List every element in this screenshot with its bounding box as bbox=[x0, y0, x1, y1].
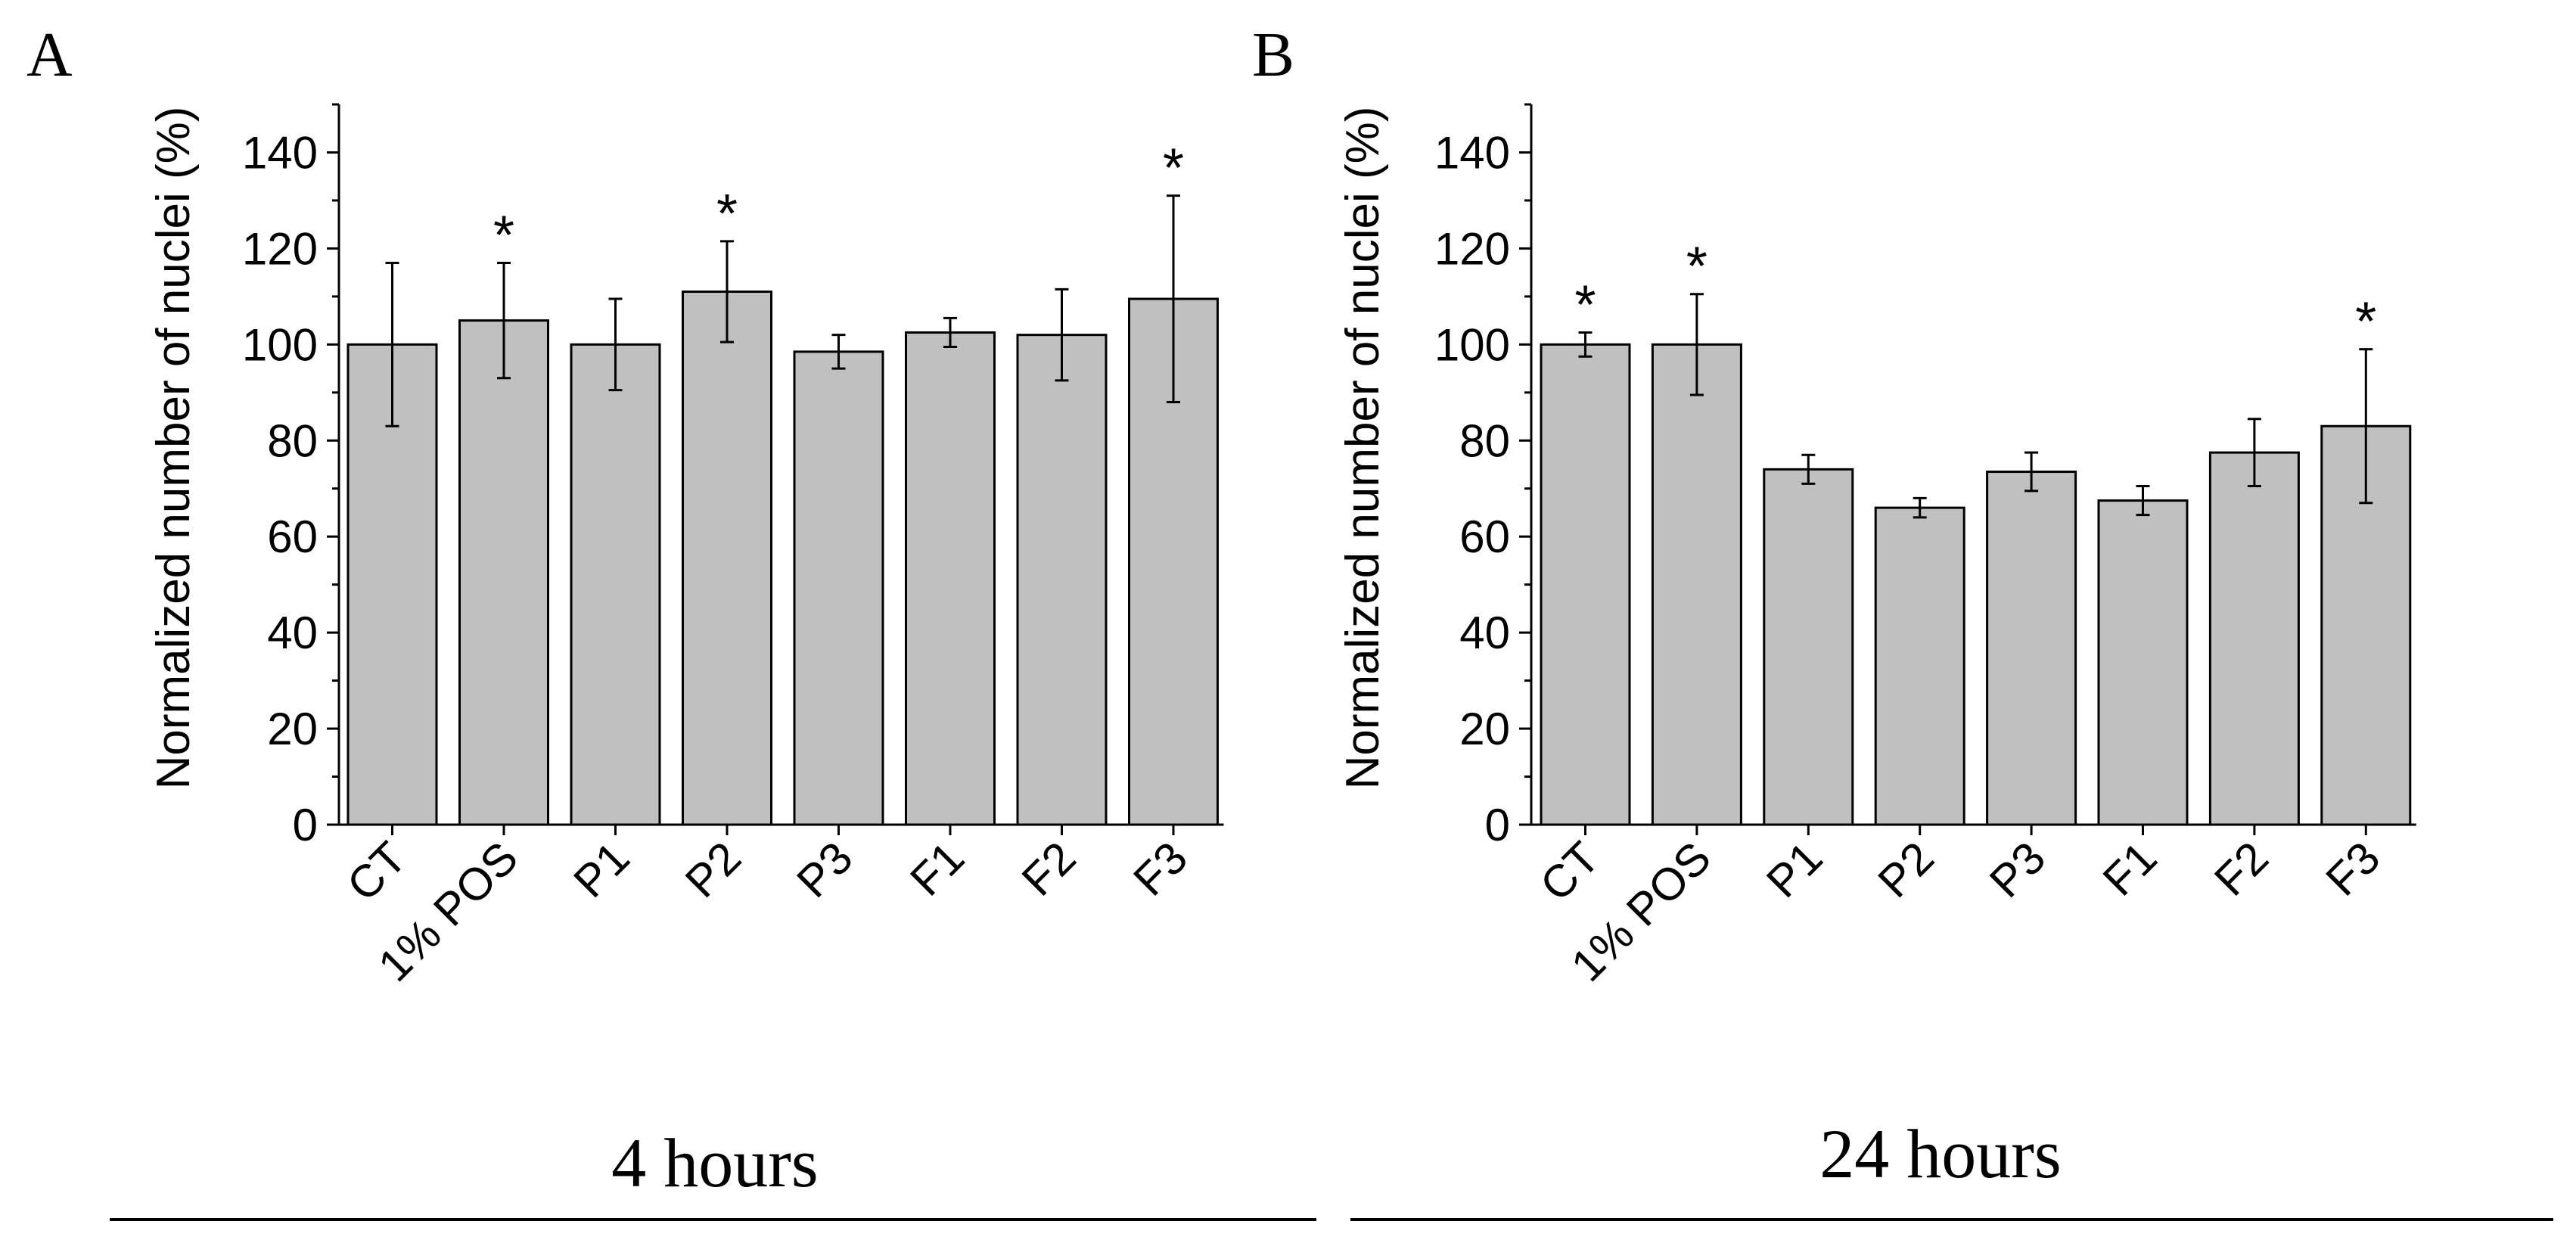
panel-a-y-tick-label: 0 bbox=[293, 800, 318, 850]
panel-a-y-tick-label: 20 bbox=[267, 704, 318, 754]
panel-a-caption: 4 hours bbox=[611, 1124, 818, 1201]
panel-a-bar-5 bbox=[905, 331, 996, 826]
panel-a-bar-6 bbox=[1016, 334, 1108, 826]
panel-b-category-label-3: P2 bbox=[1869, 832, 1944, 907]
panel-b-y-tick-label: 100 bbox=[1434, 319, 1510, 370]
panel-a-y-tick-label: 60 bbox=[267, 511, 318, 562]
panel-b-significance-0: * bbox=[1574, 275, 1596, 335]
panel-b-y-tick-label: 20 bbox=[1459, 704, 1510, 754]
panel-b-y-tick-label: 0 bbox=[1485, 800, 1510, 850]
panel-b-y-tick-label: 80 bbox=[1459, 415, 1510, 466]
panel-b-bar-5 bbox=[2097, 499, 2189, 826]
panel-b-y-tick-label: 120 bbox=[1434, 223, 1510, 274]
panel-a-category-label-2: P1 bbox=[564, 832, 639, 907]
panel-b-letter: B bbox=[1252, 20, 1294, 90]
panel-b-bar-3 bbox=[1874, 506, 1965, 826]
panel-b-category-label-0: CT bbox=[1530, 832, 1609, 911]
panel-b-y-tick-label: 60 bbox=[1459, 511, 1510, 562]
panel-a-letter: A bbox=[26, 20, 73, 90]
panel-b-category-label-7: F3 bbox=[2317, 832, 2390, 906]
panel-a-bar-2 bbox=[570, 343, 661, 826]
panel-b-bar-6 bbox=[2208, 451, 2300, 826]
panel-a-category-label-7: F3 bbox=[1123, 832, 1197, 906]
panel-a-category-label-5: F1 bbox=[900, 832, 974, 906]
panel-b-significance-7: * bbox=[2355, 292, 2376, 353]
panel-a-significance-3: * bbox=[716, 184, 738, 244]
panel-a-category-label-3: P2 bbox=[676, 832, 750, 907]
panel-a-y-axis-title: Normalized number of nuclei (%) bbox=[148, 107, 200, 790]
panel-b-bar-0 bbox=[1540, 343, 1631, 826]
panel-a-category-label-4: P3 bbox=[787, 832, 862, 907]
panel-a-significance-7: * bbox=[1163, 138, 1184, 199]
panel-b-bar-4 bbox=[1986, 471, 2077, 826]
panel-a-y-tick-label: 100 bbox=[242, 319, 318, 370]
panel-b-bar-1 bbox=[1651, 343, 1742, 826]
panel-a-bar-4 bbox=[793, 350, 884, 826]
panel-a-y-tick-label: 120 bbox=[242, 223, 318, 274]
panel-a-y-tick-label: 80 bbox=[267, 415, 318, 466]
panel-b-y-tick-label: 40 bbox=[1459, 608, 1510, 658]
panel-a-y-tick-label: 140 bbox=[242, 127, 318, 178]
panel-a-significance-1: * bbox=[493, 205, 514, 266]
panel-a-y-tick-label: 40 bbox=[267, 608, 318, 658]
panel-b-caption: 24 hours bbox=[1819, 1115, 2061, 1192]
panel-b-category-label-6: F2 bbox=[2205, 832, 2278, 906]
panel-a-category-label-0: CT bbox=[337, 832, 416, 911]
panel-b-y-tick-label: 140 bbox=[1434, 127, 1510, 178]
panel-b: B Normalized number of nuclei (%) 0 20 40 6… bbox=[1252, 20, 2553, 1221]
panel-a-bar-1 bbox=[458, 319, 549, 826]
panel-b-category-label-5: F1 bbox=[2093, 832, 2167, 906]
panel-a: A Normalized number of nuclei (%) 0 20 40 6… bbox=[26, 20, 1316, 1221]
panel-b-category-label-4: P3 bbox=[1980, 832, 2055, 907]
panel-a-bar-3 bbox=[682, 291, 772, 826]
panel-b-category-label-2: P1 bbox=[1757, 832, 1832, 907]
panel-b-bar-2 bbox=[1763, 468, 1854, 826]
panel-b-y-axis-title: Normalized number of nuclei (%) bbox=[1337, 107, 1389, 790]
panel-b-significance-1: * bbox=[1686, 237, 1707, 297]
panel-a-category-label-6: F2 bbox=[1012, 832, 1086, 906]
